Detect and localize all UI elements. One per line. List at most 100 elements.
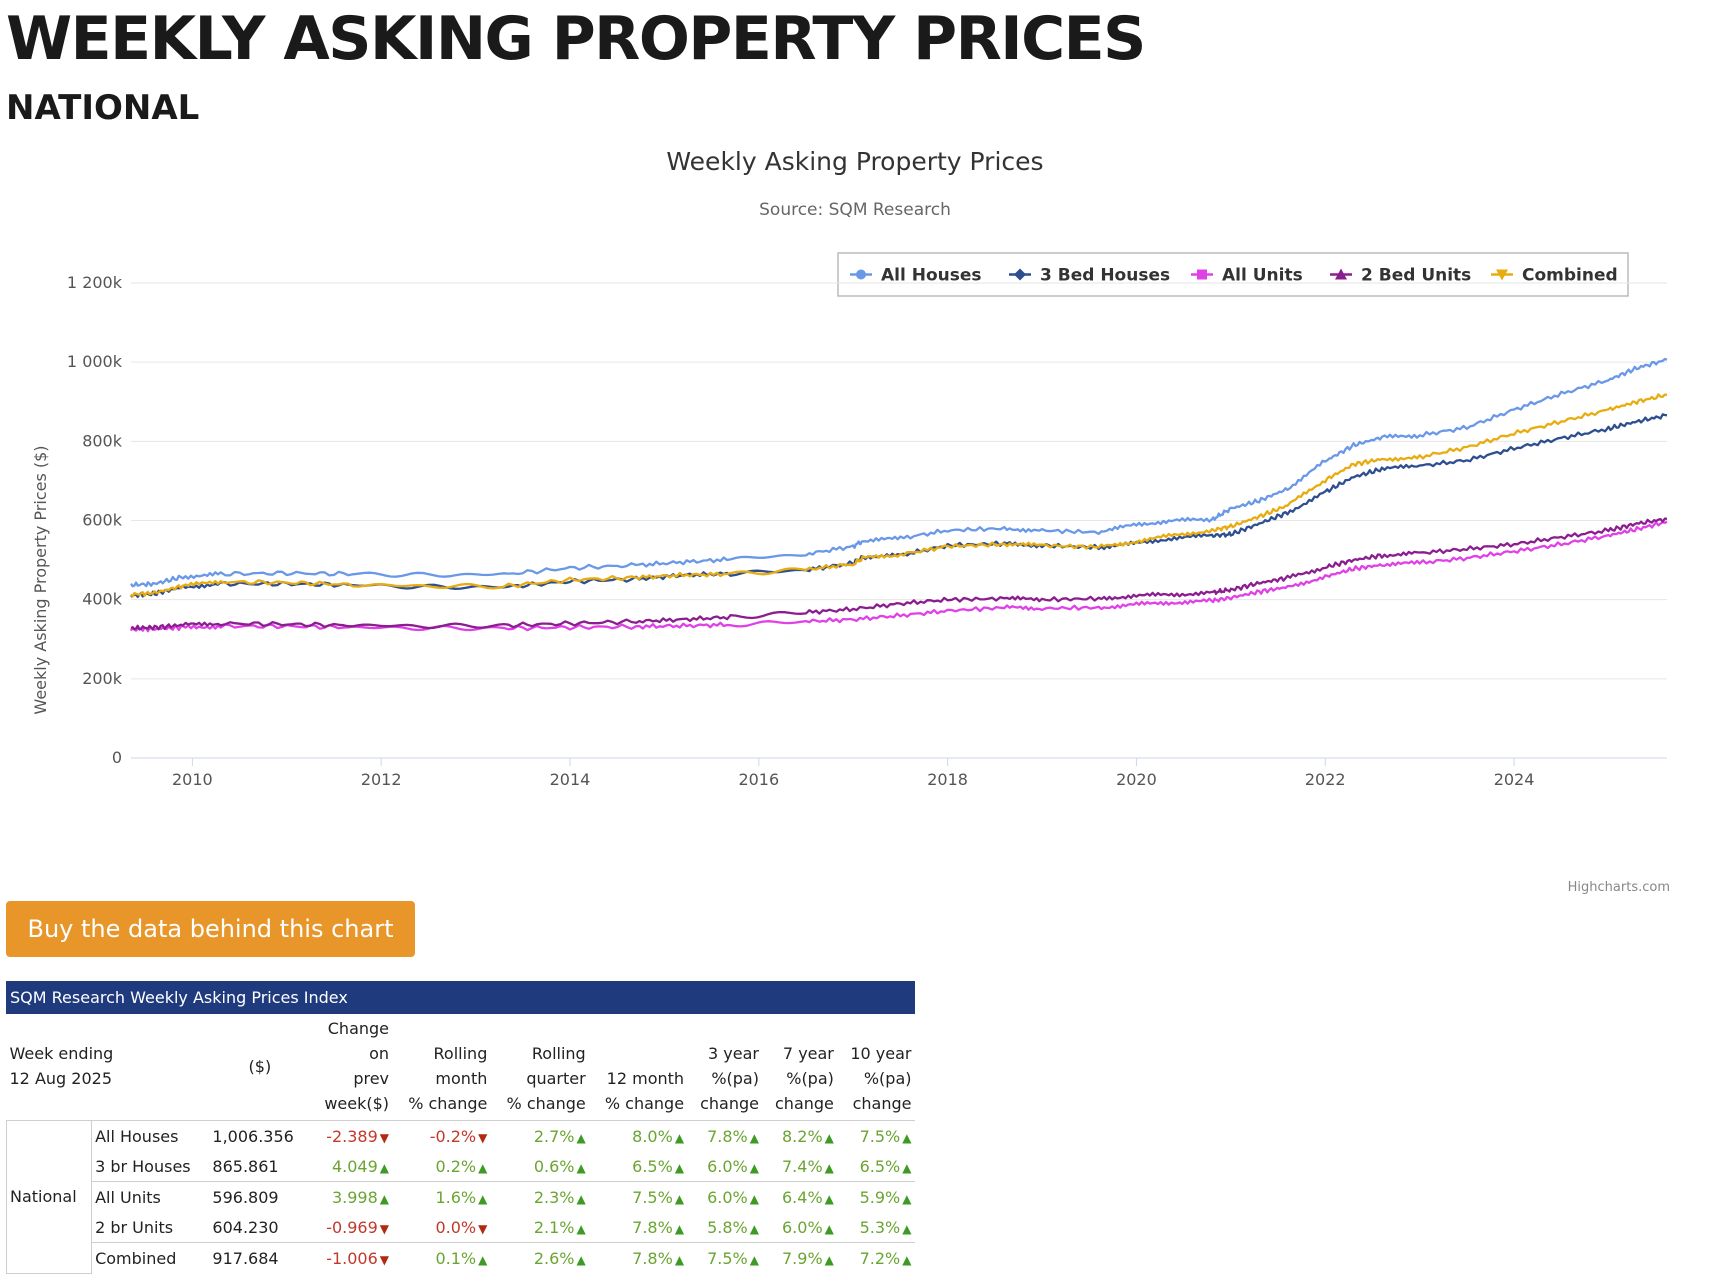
row-y7-value: 6.4% <box>782 1187 823 1207</box>
row-month-value: 0.1% <box>435 1248 477 1268</box>
row-m12-value: 7.5% <box>632 1187 673 1207</box>
row-y3-value: 6.0% <box>707 1187 748 1207</box>
row-price: 1,006.356 <box>212 1126 294 1146</box>
legend-label-combined: Combined <box>1522 266 1618 286</box>
legend-marker-2-bed-units <box>1335 268 1347 280</box>
row-y10-value: 6.5% <box>859 1156 901 1176</box>
row-quarter-value: 0.6% <box>533 1156 575 1176</box>
trend-up-icon: ▲ <box>824 1191 834 1206</box>
trend-up-icon: ▲ <box>576 1160 586 1175</box>
legend-item-all-houses[interactable]: All Houses <box>850 266 982 286</box>
row-m12-value: 6.5% <box>632 1156 673 1176</box>
legend-item-3-bed-houses[interactable]: 3 Bed Houses <box>1009 266 1170 286</box>
table-row: 2 br Units 604.230 -0.969 ▼ 0.0% ▼ 2.1% ▲ 7.8% ▲ 5… <box>7 1212 915 1243</box>
x-tick-label: 2022 <box>1305 770 1346 789</box>
row-y3-value: 7.8% <box>707 1126 748 1146</box>
x-tick-label: 2010 <box>172 770 213 789</box>
buy-data-button[interactable]: Buy the data behind this chart <box>6 901 415 957</box>
row-m12-cell: 8.0% ▲ <box>589 1121 687 1152</box>
row-y7-value: 8.2% <box>782 1126 823 1146</box>
legend-item-all-units[interactable]: All Units <box>1191 266 1303 286</box>
row-month-value: 0.2% <box>435 1156 477 1176</box>
row-change-cell: -0.969 ▼ <box>310 1212 392 1243</box>
row-y10-cell: 7.5% ▲ <box>837 1121 915 1152</box>
row-month-value: 0.0% <box>435 1217 477 1237</box>
row-y10-value: 7.2% <box>859 1248 901 1268</box>
chart-subtitle: Source: SQM Research <box>759 200 951 220</box>
row-y10-value: 5.3% <box>859 1217 901 1237</box>
row-price: 596.809 <box>209 1181 311 1212</box>
row-y7-cell: 7.4% ▲ <box>762 1151 837 1182</box>
legend-marker-3-bed-houses <box>1014 268 1026 281</box>
row-name: 3 br Houses <box>95 1156 191 1176</box>
row-change-value: 4.049 <box>331 1156 378 1176</box>
trend-up-icon: ▲ <box>379 1160 390 1175</box>
row-month-cell: 1.6% ▲ <box>392 1181 491 1212</box>
row-m12-cell: 7.8% ▲ <box>588 1242 688 1273</box>
row-name: All Houses <box>95 1126 179 1146</box>
row-price: 917.684 <box>209 1242 311 1273</box>
trend-up-icon: ▲ <box>576 1191 586 1206</box>
trend-up-icon: ▲ <box>749 1191 759 1206</box>
row-month-cell: 0.0% ▼ <box>392 1212 490 1243</box>
page-title: WEEKLY ASKING PROPERTY PRICES <box>6 4 1146 74</box>
table-row: 3 br Houses 865.861 4.049 ▲ 0.2% ▲ 0.6% ▲ 6.5% ▲ 6… <box>7 1151 915 1182</box>
row-m12-value: 7.8% <box>632 1248 673 1268</box>
series-line-combined[interactable] <box>130 393 1668 598</box>
row-y3-cell: 6.0% ▲ <box>687 1181 762 1212</box>
y-tick-label: 600k <box>82 511 123 530</box>
y-tick-label: 200k <box>82 669 123 688</box>
row-name: All Units <box>91 1181 210 1212</box>
row-y7-value: 7.4% <box>782 1156 823 1176</box>
row-y7-cell: 7.9% ▲ <box>761 1242 837 1273</box>
legend-item-combined[interactable]: Combined <box>1491 266 1618 286</box>
legend-marker-all-units <box>1197 269 1207 280</box>
row-y3-cell: 5.8% ▲ <box>687 1212 762 1243</box>
row-quarter-cell: 0.6% ▲ <box>490 1151 588 1182</box>
chart-title: Weekly Asking Property Prices <box>666 147 1043 176</box>
series-line-3-bed-houses[interactable] <box>130 413 1668 599</box>
series-line-all-houses[interactable] <box>130 357 1668 588</box>
trend-up-icon: ▲ <box>749 1252 759 1267</box>
trend-up-icon: ▲ <box>902 1252 912 1267</box>
legend-marker-combined <box>1496 269 1508 281</box>
trend-up-icon: ▲ <box>478 1252 488 1267</box>
row-y3-cell: 6.0% ▲ <box>687 1151 762 1182</box>
row-name: 2 br Units <box>95 1217 174 1237</box>
index-table: SQM Research Weekly Asking Prices Index … <box>5 981 915 1274</box>
row-m12-value: 8.0% <box>632 1126 673 1146</box>
row-y10-cell: 6.5% ▲ <box>837 1151 915 1182</box>
table-row: All Units 596.809 3.998 ▲ 1.6% ▲ 2.3% ▲ 7.5% ▲ 6.0… <box>7 1181 915 1212</box>
series-line-all-units[interactable] <box>129 520 1668 633</box>
trend-up-icon: ▲ <box>902 1130 912 1145</box>
trend-up-icon: ▲ <box>674 1191 685 1206</box>
row-y10-value: 7.5% <box>859 1126 901 1146</box>
row-change-value: 3.998 <box>331 1187 378 1207</box>
row-y10-cell: 5.3% ▲ <box>837 1212 915 1243</box>
row-name: Combined <box>91 1242 210 1273</box>
x-axis: 2010 2012 2014 2016 2018 2020 2022 2024 <box>131 757 1667 789</box>
row-y3-value: 5.8% <box>707 1217 748 1237</box>
week-ending-date: 12 Aug 2025 <box>9 1069 113 1088</box>
legend-item-2-bed-units[interactable]: 2 Bed Units <box>1330 266 1471 286</box>
table-row: Combined 917.684 -1.006 ▼ 0.1% ▲ 2.6% ▲ 7.8% ▲ 7.5… <box>7 1242 915 1273</box>
week-ending-label: Week ending <box>9 1044 114 1063</box>
10-year-header: 10 year %(pa) change <box>836 1013 915 1121</box>
series-line-2-bed-units[interactable] <box>130 517 1668 631</box>
trend-up-icon: ▲ <box>824 1221 834 1236</box>
row-y7-cell: 6.0% ▲ <box>762 1212 837 1243</box>
row-m12-value: 7.8% <box>632 1217 673 1237</box>
3-year-header: 3 year %(pa) change <box>687 1013 762 1121</box>
y-axis: 0 200k 400k 600k 800k 1 000k 1 200k <box>67 273 123 767</box>
row-change-cell: 4.049 ▲ <box>310 1151 392 1182</box>
row-quarter-cell: 2.1% ▲ <box>490 1212 588 1243</box>
row-change-value: -1.006 <box>326 1248 378 1268</box>
page-subtitle: NATIONAL <box>6 88 200 128</box>
x-tick-label: 2020 <box>1116 770 1157 789</box>
chart-credits[interactable]: Highcharts.com <box>1568 880 1670 895</box>
x-tick-label: 2016 <box>738 770 779 789</box>
row-y3-cell: 7.5% ▲ <box>687 1242 762 1273</box>
change-header: Change on prev week($) <box>310 1013 393 1121</box>
y-tick-label: 1 200k <box>67 273 123 292</box>
row-y10-value: 5.9% <box>859 1187 901 1207</box>
